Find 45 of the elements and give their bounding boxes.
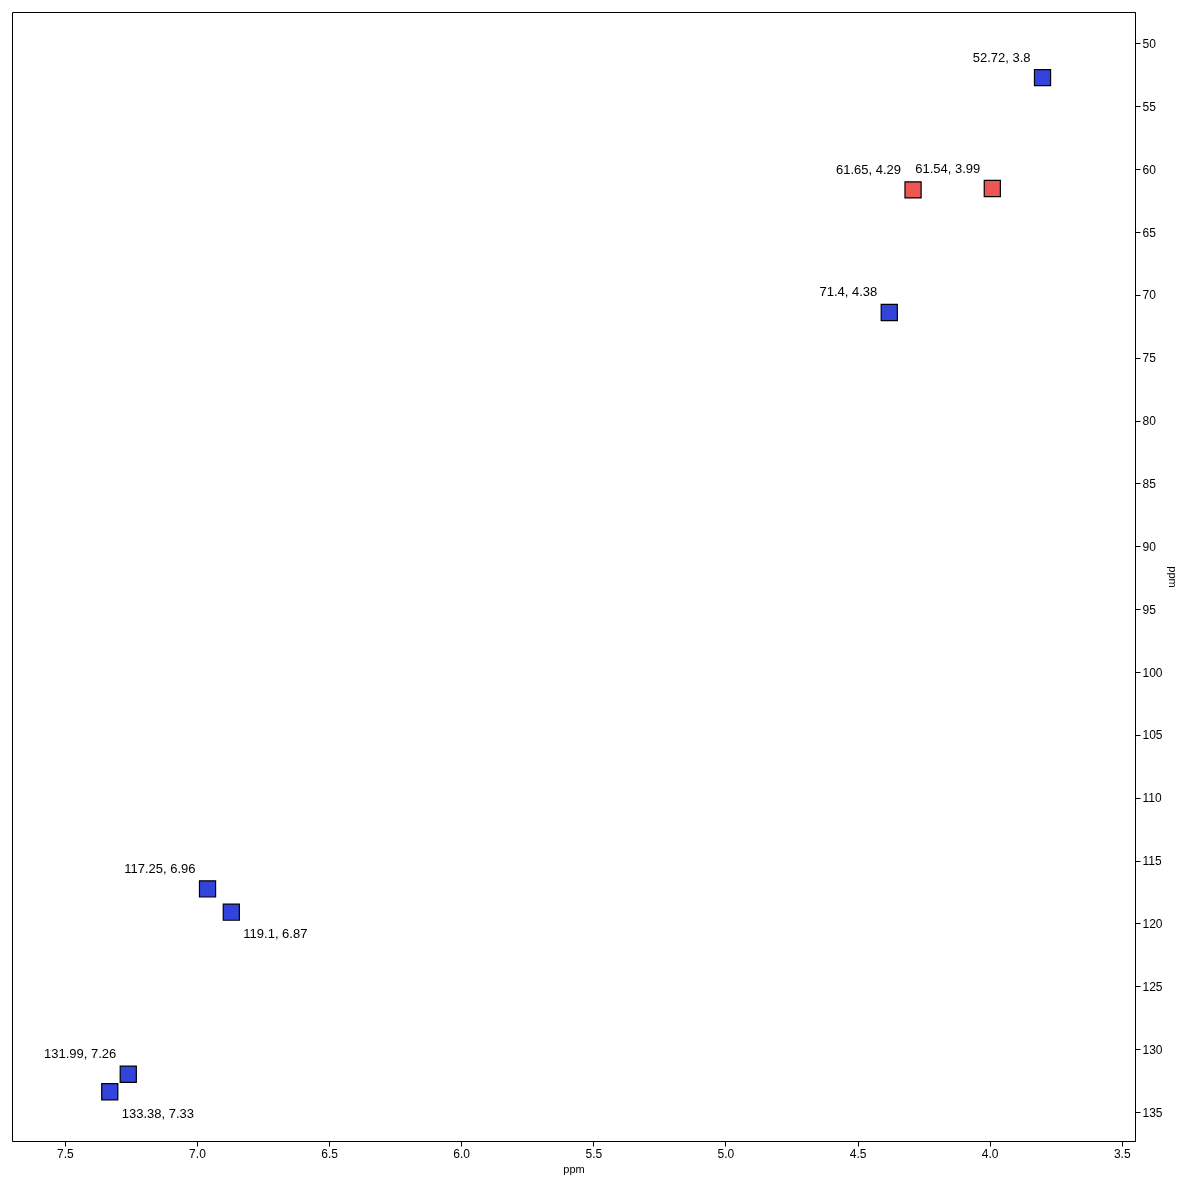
point xyxy=(119,1065,137,1083)
y-tick-label: 60 xyxy=(1142,162,1157,177)
x-tick-label: 6.0 xyxy=(453,1146,471,1161)
annotation: 71.4, 4.38 xyxy=(819,284,878,300)
x-tick-label: 3.5 xyxy=(1113,1146,1131,1161)
annotation: 131.99, 7.26 xyxy=(43,1046,117,1062)
x-tick-label: 4.5 xyxy=(849,1146,867,1161)
y-tick-label: 70 xyxy=(1142,288,1157,303)
annotation: 117.25, 6.96 xyxy=(124,860,196,876)
y-axis-title: ppm xyxy=(1166,566,1179,588)
y-tick-label: 125 xyxy=(1142,979,1163,994)
y-tick-label: 100 xyxy=(1142,665,1163,680)
x-tick-label: 4.0 xyxy=(981,1146,999,1161)
annotation: 52.72, 3.8 xyxy=(972,49,1031,65)
annotation: 119.1, 6.87 xyxy=(243,926,308,942)
y-tick-label: 95 xyxy=(1142,602,1157,617)
x-tick-label: 5.0 xyxy=(717,1146,735,1161)
y-tick-label: 115 xyxy=(1142,854,1162,869)
y-tick-label: 50 xyxy=(1142,36,1157,51)
y-tick-label: 65 xyxy=(1142,225,1157,240)
y-tick-label: 135 xyxy=(1142,1105,1163,1120)
y-tick-label: 120 xyxy=(1142,917,1163,931)
y-tick-label: 85 xyxy=(1142,476,1157,491)
annotation: 61.54, 3.99 xyxy=(915,160,981,176)
x-axis-title: ppm xyxy=(563,1162,585,1175)
x-tick-label: 5.5 xyxy=(585,1146,603,1161)
point xyxy=(101,1083,119,1101)
point xyxy=(222,903,240,921)
x-tick-label: 6.5 xyxy=(321,1146,339,1161)
x-tick-label: 7.5 xyxy=(57,1146,75,1161)
annotation: 133.38, 7.33 xyxy=(121,1105,195,1121)
point xyxy=(1033,68,1052,87)
point xyxy=(904,181,922,199)
y-tick-label: 110 xyxy=(1142,791,1162,806)
annotation: 61.65, 4.29 xyxy=(835,161,902,177)
y-tick-label: 55 xyxy=(1142,99,1157,114)
point xyxy=(198,880,217,898)
y-tick-label: 130 xyxy=(1142,1042,1163,1057)
point xyxy=(880,303,898,322)
y-tick-label: 90 xyxy=(1142,539,1157,554)
y-tick-label: 75 xyxy=(1142,351,1157,366)
y-tick-label: 105 xyxy=(1142,728,1163,743)
point xyxy=(983,179,1001,198)
x-tick-label: 7.0 xyxy=(189,1146,207,1161)
y-tick-label: 80 xyxy=(1142,414,1157,429)
